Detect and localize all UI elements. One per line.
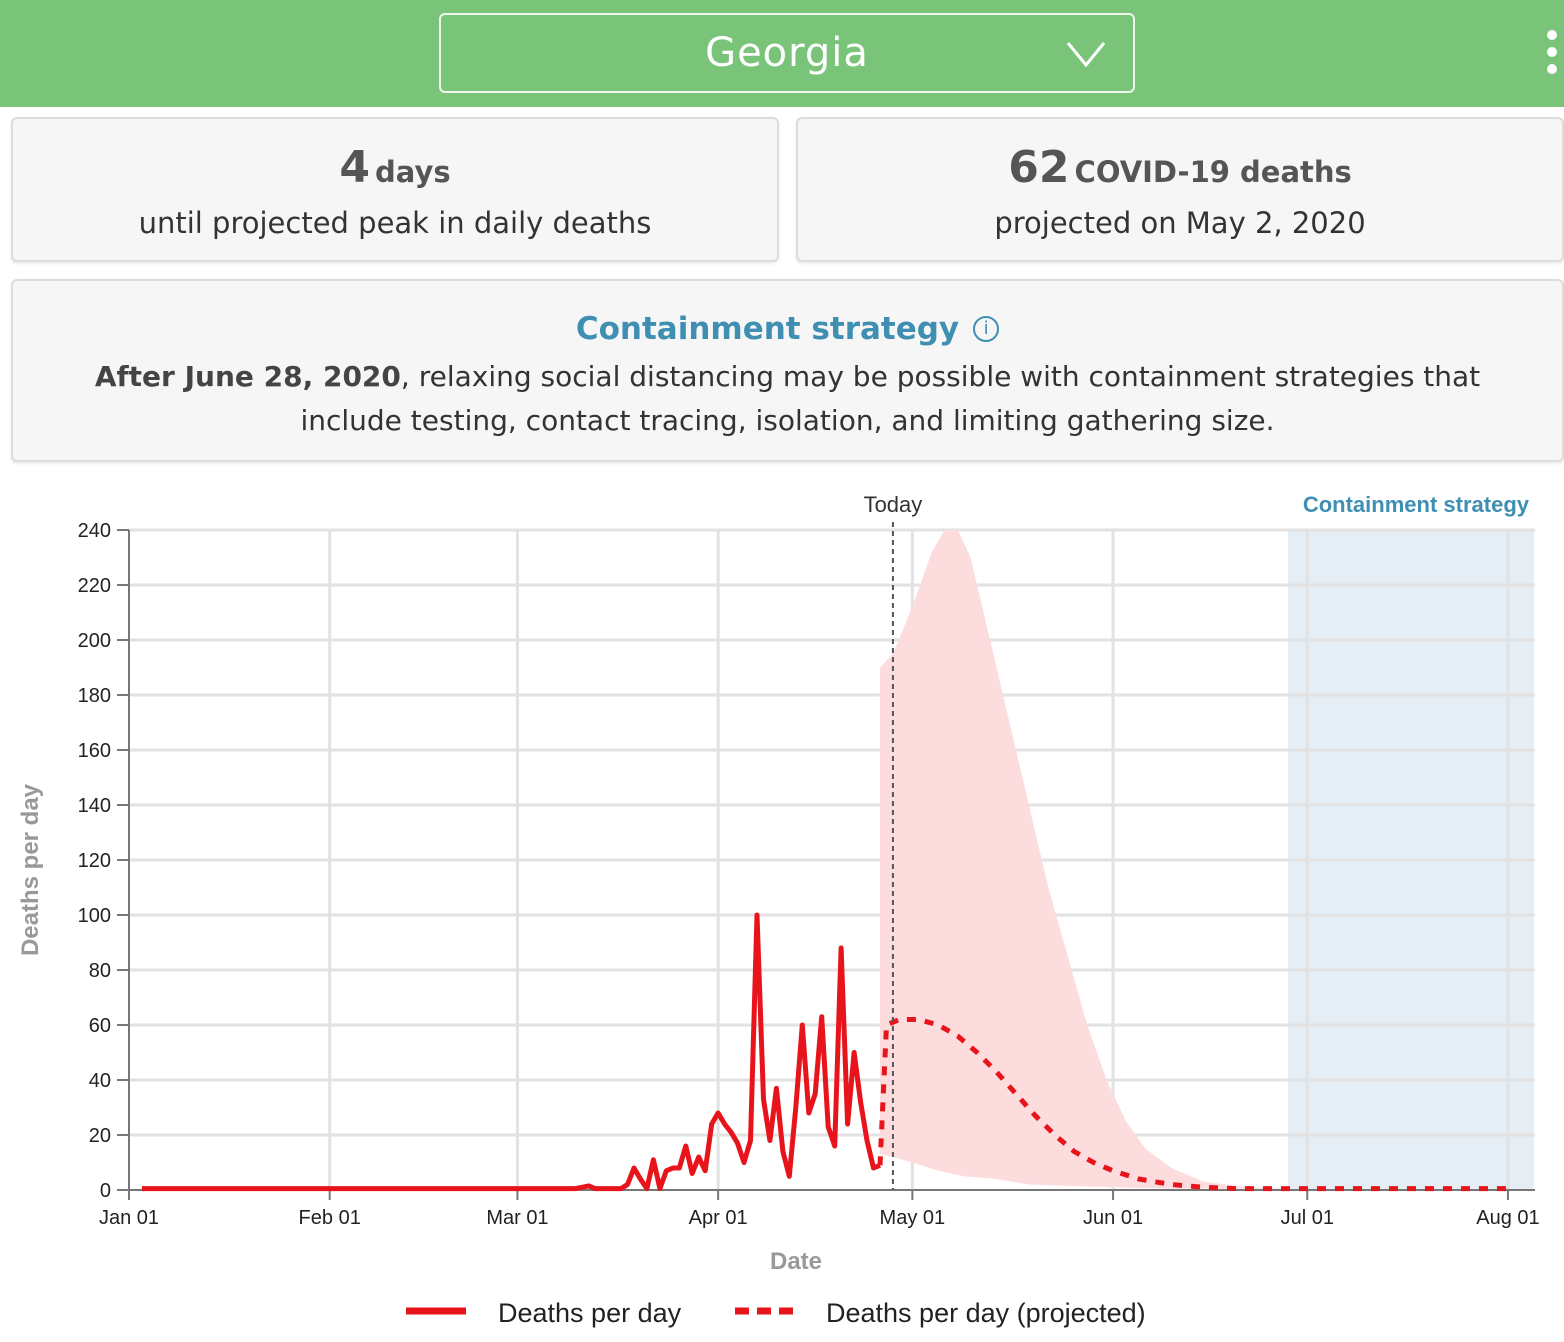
y-tick-label: 240: [78, 520, 111, 542]
y-axis-label: Deaths per day: [17, 783, 44, 956]
x-tick-label: Mar 01: [486, 1207, 548, 1229]
y-tick-label: 20: [89, 1125, 111, 1147]
containment-title: Containment strategy: [575, 311, 960, 347]
y-tick-label: 80: [89, 960, 111, 982]
chevron-down-icon: [1066, 42, 1106, 68]
x-axis-label: Date: [770, 1248, 822, 1275]
containment-region-label: Containment strategy: [1303, 492, 1530, 517]
projected-deaths-card: 62 COVID-19 deaths projected on May 2, 2…: [796, 117, 1564, 262]
legend-label: Deaths per day (projected): [826, 1298, 1146, 1328]
containment-description: After June 28, 2020, relaxing social dis…: [53, 355, 1522, 443]
observed-deaths-line: [141, 912, 881, 1192]
y-tick-label: 40: [89, 1070, 111, 1092]
y-tick-label: 100: [78, 905, 111, 927]
deaths-chart: 0 20 40 60 80 100 120 140 160 180 200 220 240 Jan 01 F…: [17, 492, 1540, 1328]
y-tick-label: 120: [78, 850, 111, 872]
state-dropdown[interactable]: Georgia: [439, 13, 1135, 93]
today-label: Today: [864, 492, 923, 517]
uncertainty-band: [879, 530, 1308, 1189]
containment-text-1: , relaxing social distancing may be poss…: [400, 360, 1481, 393]
y-tick-label: 180: [78, 685, 111, 707]
x-tick-label: Apr 01: [689, 1207, 748, 1229]
projected-deaths-value: 62: [1008, 142, 1070, 193]
x-tick-label: Aug 01: [1476, 1207, 1539, 1229]
info-icon[interactable]: i: [973, 316, 1000, 342]
top-bar: Georgia: [0, 0, 1564, 107]
x-tick-label: Feb 01: [299, 1207, 361, 1229]
y-tick-label: 160: [78, 740, 111, 762]
y-tick-label: 0: [100, 1180, 111, 1202]
x-tick-label: Jan 01: [99, 1207, 159, 1229]
peak-days-unit: days: [375, 155, 451, 189]
containment-strategy-card: Containment strategy i After June 28, 20…: [11, 279, 1564, 462]
selected-state-label: Georgia: [705, 30, 869, 76]
peak-days-value: 4: [339, 142, 370, 193]
legend-label: Deaths per day: [498, 1298, 682, 1328]
containment-date: After June 28, 2020: [94, 360, 401, 393]
y-tick-label: 60: [89, 1015, 111, 1037]
x-tick-label: Jun 01: [1083, 1207, 1143, 1229]
y-tick-label: 200: [78, 630, 111, 652]
x-tick-label: Jul 01: [1281, 1207, 1334, 1229]
containment-text-2: include testing, contact tracing, isolat…: [300, 404, 1275, 437]
peak-days-card: 4 days until projected peak in daily dea…: [11, 117, 779, 262]
y-tick-label: 140: [78, 795, 111, 817]
y-tick-label: 220: [78, 575, 111, 597]
x-tick-label: May 01: [880, 1207, 946, 1229]
projected-deaths-line: [877, 1017, 1508, 1192]
kebab-menu-icon[interactable]: [1540, 30, 1564, 82]
projected-deaths-description: projected on May 2, 2020: [994, 206, 1366, 240]
peak-days-description: until projected peak in daily deaths: [138, 206, 652, 240]
projected-deaths-unit: COVID-19 deaths: [1074, 155, 1352, 189]
